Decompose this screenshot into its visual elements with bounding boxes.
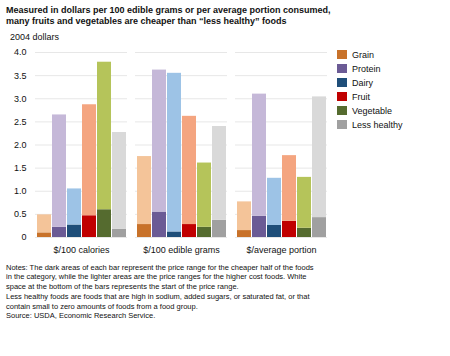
svg-text:0: 0	[21, 232, 26, 242]
svg-text:4.0: 4.0	[14, 47, 27, 57]
html-text:Grain: Grain	[352, 49, 374, 60]
html-text:Source: USDA, Economic Researc: Source: USDA, Economic Research Service.	[6, 311, 156, 321]
svg-text:1.0: 1.0	[14, 186, 27, 196]
svg-text:2.5: 2.5	[14, 116, 27, 126]
html-text:in the category, while the lig: in the category, while the lighter areas…	[6, 272, 307, 282]
html-text:Fruit: Fruit	[352, 91, 370, 102]
html-text:Protein: Protein	[352, 63, 381, 74]
svg-text:3.0: 3.0	[14, 93, 27, 103]
svg-text:0.5: 0.5	[14, 209, 27, 219]
svg-text:$/100 edible grams: $/100 edible grams	[143, 244, 220, 254]
html-text:2004 dollars: 2004 dollars	[10, 31, 59, 42]
html-text:Notes: The dark areas of each: Notes: The dark areas of each bar repres…	[6, 262, 314, 272]
html-text:Vegetable: Vegetable	[352, 105, 392, 116]
svg-text:$/100 calories: $/100 calories	[53, 244, 110, 254]
html-text:Measured in dollars per 100 ed: Measured in dollars per 100 edible grams…	[6, 5, 331, 27]
svg-text:$/average portion: $/average portion	[246, 244, 316, 254]
svg-text:2.0: 2.0	[14, 139, 27, 149]
html-text:Less healthy: Less healthy	[352, 119, 403, 130]
svg-text:1.5: 1.5	[14, 163, 27, 173]
html-text:Dairy: Dairy	[352, 77, 373, 88]
html-text:contain small to zero amounts: contain small to zero amounts of foods f…	[6, 301, 198, 311]
svg-text:3.5: 3.5	[14, 70, 27, 80]
html-text:Less healthy foods are foods t: Less healthy foods are foods that are hi…	[6, 291, 310, 301]
html-text:space at the bottom of the bar: space at the bottom of the bars represen…	[6, 282, 239, 291]
